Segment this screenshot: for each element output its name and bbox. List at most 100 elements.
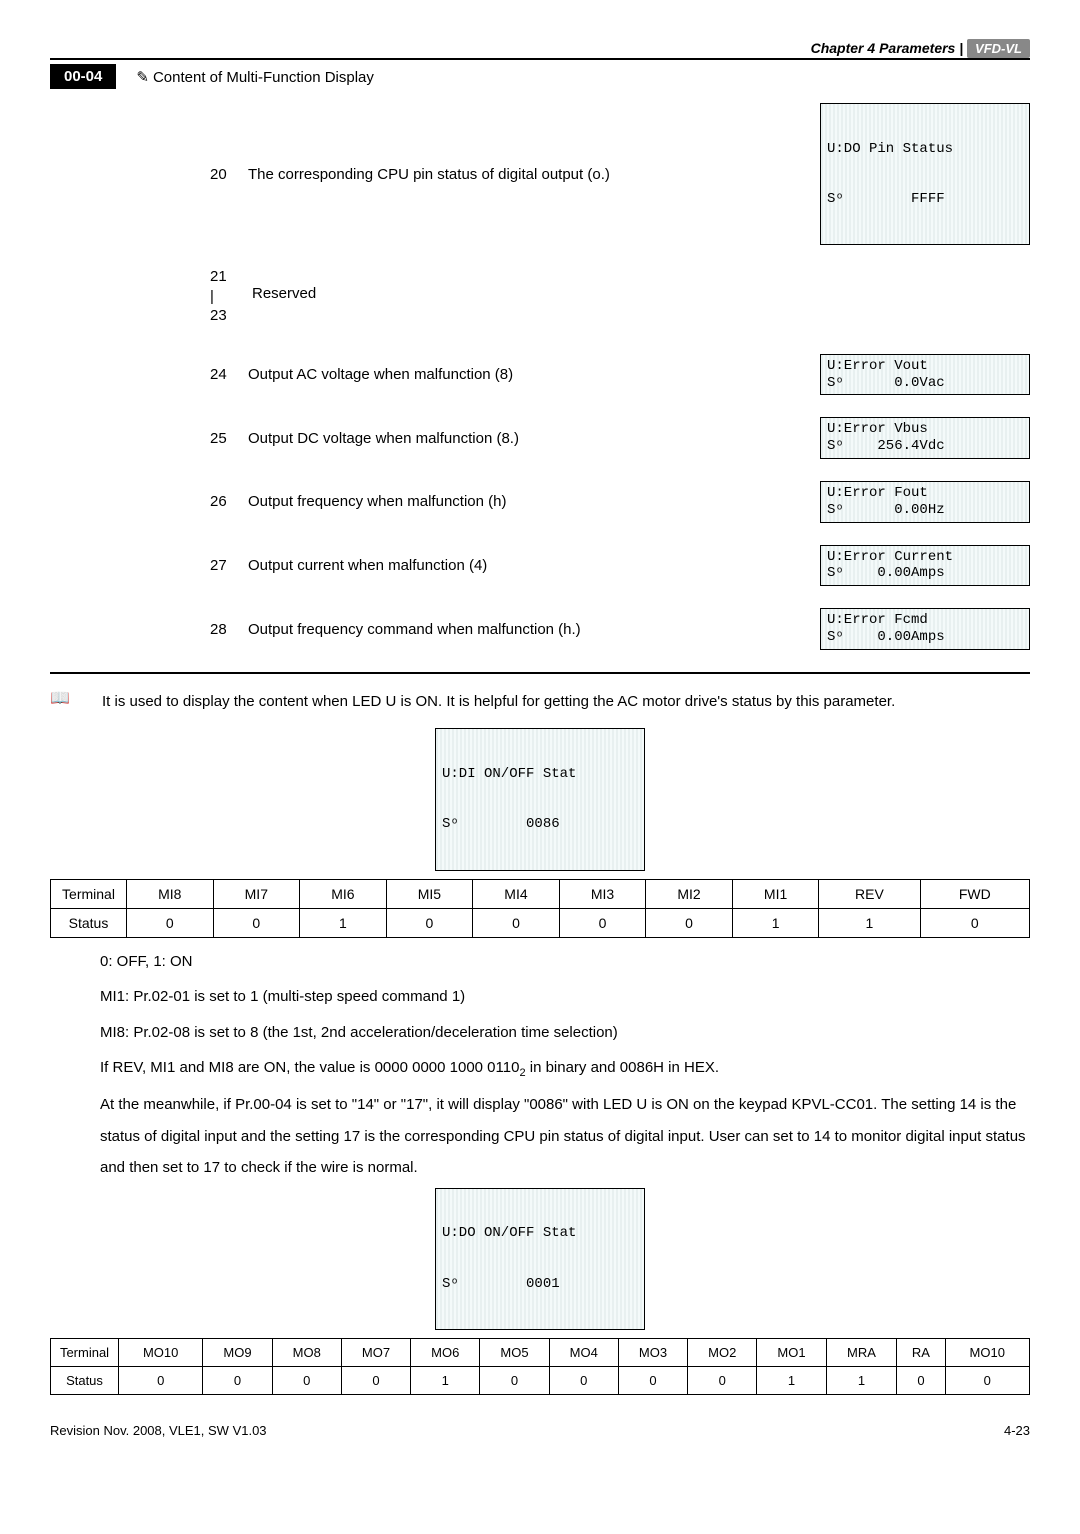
table-cell: 0 — [386, 908, 473, 937]
param-row: 27Output current when malfunction (4)U:E… — [50, 545, 1030, 587]
table-cell: 0 — [688, 1367, 757, 1395]
table-header-cell: MO5 — [480, 1339, 549, 1367]
row-number: 27 — [210, 557, 248, 574]
table-cell: 0 — [549, 1367, 618, 1395]
lcd-line1: U:DO Pin Status — [827, 141, 1023, 158]
table-header-cell: MO9 — [203, 1339, 272, 1367]
table-header-cell: MO6 — [411, 1339, 480, 1367]
row-description: Output current when malfunction (4) — [248, 557, 820, 574]
table-header-cell: MO1 — [757, 1339, 826, 1367]
reserved-row: 21 | 23 Reserved — [50, 267, 1030, 326]
row-description: Output AC voltage when malfunction (8) — [248, 366, 820, 383]
lcd-display: U:Error FcmdSᵒ 0.00Amps — [820, 608, 1030, 650]
table-header-cell: FWD — [920, 879, 1029, 908]
table-cell: 0 — [920, 908, 1029, 937]
table-header-cell: MO7 — [341, 1339, 410, 1367]
lcd-display: U:Error CurrentSᵒ 0.00Amps — [820, 545, 1030, 587]
param-header: 00-04 ✎Content of Multi-Function Display — [50, 64, 1030, 89]
page-header: Chapter 4 Parameters | VFD-VL — [50, 40, 1030, 60]
lcd-line2: Sᵒ 0.00Amps — [827, 629, 1023, 646]
table-cell: 1 — [300, 908, 387, 937]
body-text: MI8: Pr.02-08 is set to 8 (the 1st, 2nd … — [50, 1017, 1030, 1049]
table-header-cell: MI5 — [386, 879, 473, 908]
table-cell: 0 — [618, 1367, 687, 1395]
table-header-cell: MI3 — [559, 879, 646, 908]
terminal-table-do: TerminalMO10MO9MO8MO7MO6MO5MO4MO3MO2MO1M… — [50, 1338, 1030, 1395]
reserved-numbers: 21 | 23 — [210, 267, 248, 326]
center-lcd-wrapper: U:DO ON/OFF Stat Sᵒ 0001 — [50, 1188, 1030, 1330]
table-cell: 0 — [473, 908, 560, 937]
pencil-icon: ✎ — [136, 68, 149, 86]
table-cell: 0 — [897, 1367, 945, 1395]
table-cell: 1 — [411, 1367, 480, 1395]
body-text: 0: OFF, 1: ON — [50, 946, 1030, 978]
lcd-line1: U:Error Current — [827, 549, 1023, 566]
table-cell: 0 — [127, 908, 214, 937]
explanation-block: 📖 It is used to display the content when… — [50, 688, 1030, 717]
param-title: ✎Content of Multi-Function Display — [136, 68, 374, 86]
lcd-display: U:Error FoutSᵒ 0.00Hz — [820, 481, 1030, 523]
row-description: Output DC voltage when malfunction (8.) — [248, 430, 820, 447]
table-header-cell: RA — [897, 1339, 945, 1367]
table-header-row: TerminalMO10MO9MO8MO7MO6MO5MO4MO3MO2MO1M… — [51, 1339, 1030, 1367]
lcd-display: U:Error VbusSᵒ 256.4Vdc — [820, 417, 1030, 459]
row-number: 25 — [210, 430, 248, 447]
lcd-line2: Sᵒ 0.00Amps — [827, 565, 1023, 582]
table-data-row: Status0000100001100 — [51, 1367, 1030, 1395]
table-cell: 1 — [732, 908, 819, 937]
param-row: 26Output frequency when malfunction (h)U… — [50, 481, 1030, 523]
table-header-cell: MO8 — [272, 1339, 341, 1367]
body-text: If REV, MI1 and MI8 are ON, the value is… — [50, 1052, 1030, 1085]
table-data-row: Status0010000110 — [51, 908, 1030, 937]
table-header-cell: MO10 — [945, 1339, 1030, 1367]
lcd-line2: Sᵒ 0.0Vac — [827, 375, 1023, 392]
table-cell: 0 — [203, 1367, 272, 1395]
param-row: 25Output DC voltage when malfunction (8.… — [50, 417, 1030, 459]
table-cell: Status — [51, 908, 127, 937]
lcd-display-do: U:DO ON/OFF Stat Sᵒ 0001 — [435, 1188, 645, 1330]
param-row: 28Output frequency command when malfunct… — [50, 608, 1030, 650]
logo-badge: VFD-VL — [967, 39, 1030, 58]
table-cell: 1 — [819, 908, 920, 937]
lcd-line1: U:Error Vout — [827, 358, 1023, 375]
table-cell: 0 — [559, 908, 646, 937]
lcd-display-di: U:DI ON/OFF Stat Sᵒ 0086 — [435, 728, 645, 870]
row-number: 20 — [210, 166, 248, 183]
chapter-title: Chapter 4 Parameters | — [811, 40, 964, 56]
param-code: 00-04 — [50, 64, 116, 89]
table-header-cell: Terminal — [51, 879, 127, 908]
table-header-cell: MI6 — [300, 879, 387, 908]
reserved-text: Reserved — [248, 267, 316, 302]
lcd-line1: U:DO ON/OFF Stat — [442, 1225, 638, 1242]
lcd-line2: Sᵒ 256.4Vdc — [827, 438, 1023, 455]
param-row: 24Output AC voltage when malfunction (8)… — [50, 354, 1030, 396]
table-cell: 0 — [272, 1367, 341, 1395]
table-header-cell: MO10 — [119, 1339, 203, 1367]
table-cell: 0 — [646, 908, 733, 937]
table-header-cell: MI8 — [127, 879, 214, 908]
param-row: 20 The corresponding CPU pin status of d… — [50, 103, 1030, 245]
terminal-table-di: TerminalMI8MI7MI6MI5MI4MI3MI2MI1REVFWD S… — [50, 879, 1030, 938]
lcd-line2: Sᵒ 0086 — [442, 816, 638, 833]
row-number: 26 — [210, 493, 248, 510]
lcd-line1: U:Error Vbus — [827, 421, 1023, 438]
table-header-row: TerminalMI8MI7MI6MI5MI4MI3MI2MI1REVFWD — [51, 879, 1030, 908]
table-cell: 0 — [213, 908, 300, 937]
lcd-line2: Sᵒ 0.00Hz — [827, 502, 1023, 519]
body-text: MI1: Pr.02-01 is set to 1 (multi-step sp… — [50, 981, 1030, 1013]
table-header-cell: MO2 — [688, 1339, 757, 1367]
row-description: The corresponding CPU pin status of digi… — [248, 166, 820, 183]
footer-right: 4-23 — [1004, 1423, 1030, 1438]
table-header-cell: MI7 — [213, 879, 300, 908]
lcd-line1: U:DI ON/OFF Stat — [442, 766, 638, 783]
row-number: 24 — [210, 366, 248, 383]
page-footer: Revision Nov. 2008, VLE1, SW V1.03 4-23 — [50, 1423, 1030, 1438]
table-header-cell: MI4 — [473, 879, 560, 908]
table-cell: 1 — [757, 1367, 826, 1395]
lcd-line2: Sᵒ FFFF — [827, 191, 1023, 208]
book-icon: 📖 — [50, 688, 72, 708]
lcd-display: U:Error VoutSᵒ 0.0Vac — [820, 354, 1030, 396]
table-header-cell: REV — [819, 879, 920, 908]
table-header-cell: MI1 — [732, 879, 819, 908]
lcd-line2: Sᵒ 0001 — [442, 1276, 638, 1293]
